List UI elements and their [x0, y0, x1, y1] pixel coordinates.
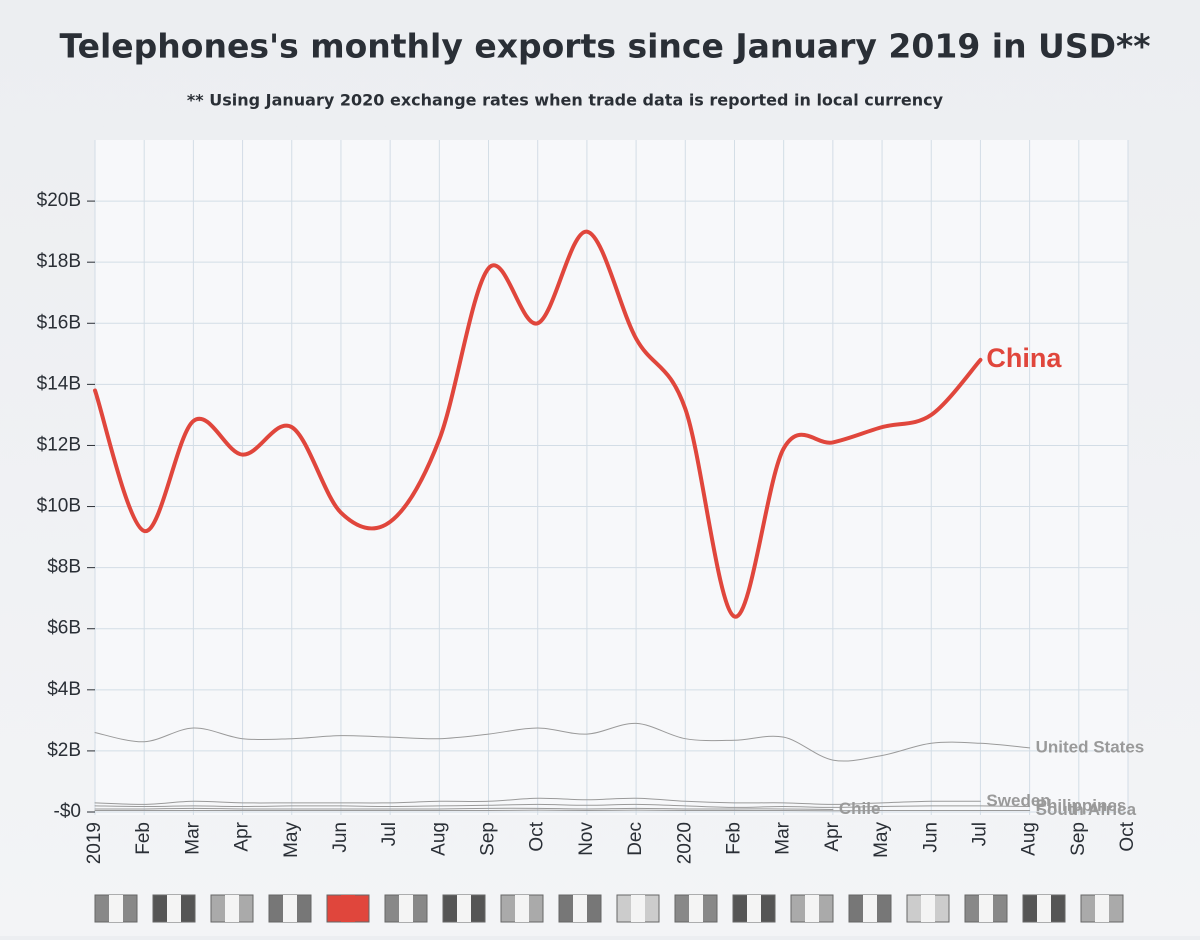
series-line [94, 797, 981, 805]
chart-subtitle: ** Using January 2020 exchange rates whe… [187, 91, 944, 110]
series-line [94, 807, 834, 811]
x-tick-label: Apr [232, 821, 253, 851]
x-tick-label: 2019 [84, 822, 105, 864]
series-label: United States [1036, 737, 1145, 756]
y-tick-label: $2B [47, 740, 81, 761]
x-tick-label: Mar [773, 821, 794, 854]
series-label: Sweden [986, 791, 1050, 810]
flag [341, 895, 355, 922]
x-tick-label: Aug [428, 822, 449, 856]
flag [979, 895, 993, 922]
y-tick-label: $6B [47, 618, 81, 639]
flag [283, 895, 297, 922]
plot-area [95, 140, 1128, 815]
y-tick-label: $10B [37, 496, 81, 517]
x-tick-label: Dec [625, 822, 646, 856]
flag [399, 895, 413, 922]
series-label: China [986, 343, 1062, 373]
x-tick-label: Oct [1117, 821, 1138, 851]
series-label: Philippines [1036, 796, 1127, 815]
series-line [94, 722, 1031, 762]
flag [167, 895, 181, 922]
flag [805, 895, 819, 922]
flag [1095, 895, 1109, 922]
flag [631, 895, 645, 922]
flag [689, 895, 703, 922]
flag [747, 895, 761, 922]
y-tick-label: $4B [47, 679, 81, 700]
x-tick-label: Mar [182, 821, 203, 854]
x-tick-label: Feb [133, 822, 154, 855]
x-tick-label: Jul [969, 822, 990, 846]
y-tick-label: $12B [37, 434, 81, 455]
x-tick-label: 2020 [674, 822, 695, 864]
flag [863, 895, 877, 922]
flag [515, 895, 529, 922]
x-tick-label: May [871, 822, 892, 858]
y-tick-label: $8B [47, 557, 81, 578]
series-label: South Africa [1036, 800, 1137, 819]
flag [1037, 895, 1051, 922]
x-tick-label: Sep [1068, 822, 1089, 856]
flag [921, 895, 935, 922]
series-line [93, 229, 983, 619]
y-tick-label: $14B [37, 373, 81, 394]
y-tick-label: -$0 [54, 801, 81, 822]
flag-row [94, 894, 1124, 923]
chart-title: Telephones's monthly exports since Janua… [59, 27, 1150, 66]
x-tick-label: Jun [330, 822, 351, 853]
flag [225, 895, 239, 922]
x-tick-label: Oct [527, 821, 548, 851]
series-line [94, 809, 1031, 812]
x-tick-label: Feb [723, 822, 744, 855]
x-tick-label: Aug [1019, 822, 1040, 856]
series-label: Chile [839, 799, 881, 818]
x-tick-label: May [281, 822, 302, 858]
y-tick-label: $16B [37, 312, 81, 333]
flag [573, 895, 587, 922]
flag [109, 895, 123, 922]
flag [457, 895, 471, 922]
x-tick-label: Jul [379, 822, 400, 846]
x-tick-label: Jun [920, 822, 941, 853]
y-tick-label: $18B [37, 251, 81, 272]
x-tick-label: Sep [478, 822, 499, 856]
x-tick-label: Nov [576, 822, 597, 856]
x-tick-label: Apr [822, 821, 843, 851]
y-tick-label: $20B [37, 190, 81, 211]
series-line [94, 803, 1031, 808]
